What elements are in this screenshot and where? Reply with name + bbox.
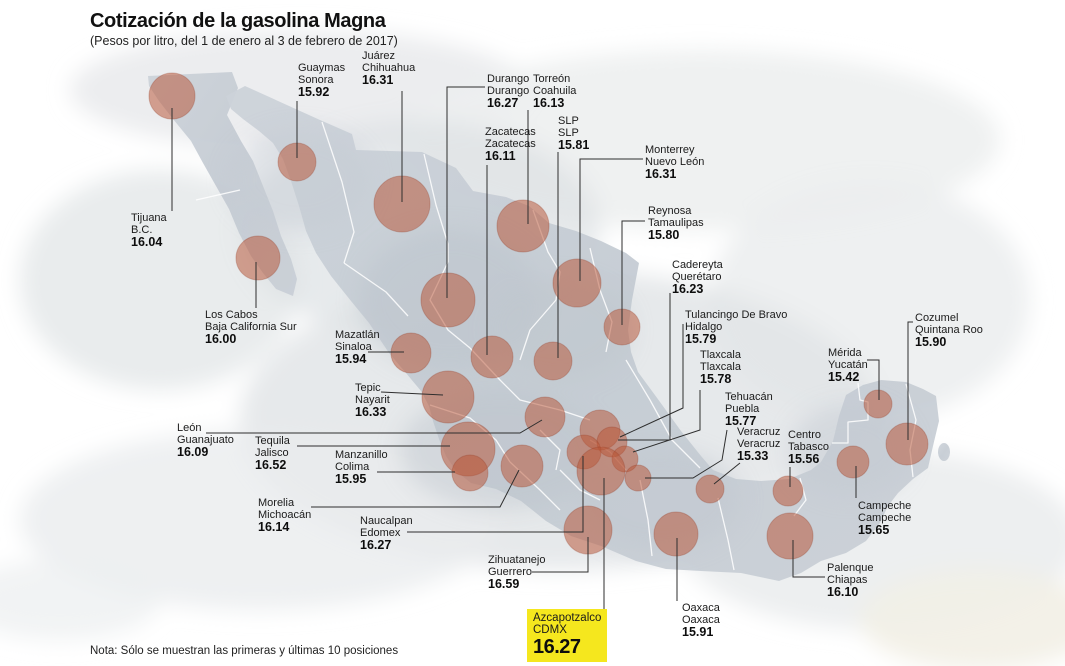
price-bubble-oaxaca (653, 511, 699, 557)
leader-line-monterrey (579, 158, 643, 281)
leader-line-cozumel (907, 321, 913, 440)
price-bubble-leon (524, 396, 566, 438)
leader-line-naucalpan (407, 456, 584, 533)
price-bubble-campeche (836, 445, 870, 479)
price-bubble-torreon (496, 199, 550, 253)
price-bubble-tepic (421, 370, 475, 424)
cozumel-island (938, 443, 950, 461)
leader-line-durango (446, 86, 485, 298)
leader-lines (171, 86, 913, 656)
price-bubble-los-cabos (235, 235, 281, 281)
price-bubble-cozumel (885, 422, 929, 466)
price-bubbles (148, 72, 929, 560)
leader-line-tepic (380, 391, 444, 396)
footnote: Nota: Sólo se muestran las primeras y úl… (90, 645, 399, 657)
leader-line-veracruz (713, 462, 741, 485)
page-subtitle: (Pesos por litro, del 1 de enero al 3 de… (90, 34, 398, 48)
price-bubble-mazatlan (390, 332, 432, 374)
leader-line-morelia (311, 469, 520, 508)
leader-line-tlaxcala (632, 390, 701, 453)
leader-line-tehuacan (645, 429, 728, 479)
price-bubble-centro (772, 475, 804, 507)
leader-line-palenque (792, 540, 825, 578)
price-bubble-azcapotzalco (576, 446, 626, 496)
leader-line-zihuatanejo (532, 537, 589, 573)
price-bubble-palenque (766, 512, 814, 560)
header: Cotización de la gasolina Magna (Pesos p… (90, 10, 398, 48)
price-bubble-manzanillo (451, 454, 489, 492)
price-bubble-zacatecas (470, 335, 514, 379)
price-bubble-merida (863, 389, 893, 419)
page-title: Cotización de la gasolina Magna (90, 10, 386, 32)
price-bubble-durango (420, 272, 476, 328)
price-bubble-monterrey (552, 258, 602, 308)
leader-line-tulancingo (619, 324, 684, 438)
leader-line-reynosa (621, 220, 645, 325)
leader-line-leon (206, 419, 543, 434)
leader-line-merida (867, 359, 880, 400)
price-bubble-slp (533, 341, 573, 381)
price-bubble-morelia (500, 444, 544, 488)
